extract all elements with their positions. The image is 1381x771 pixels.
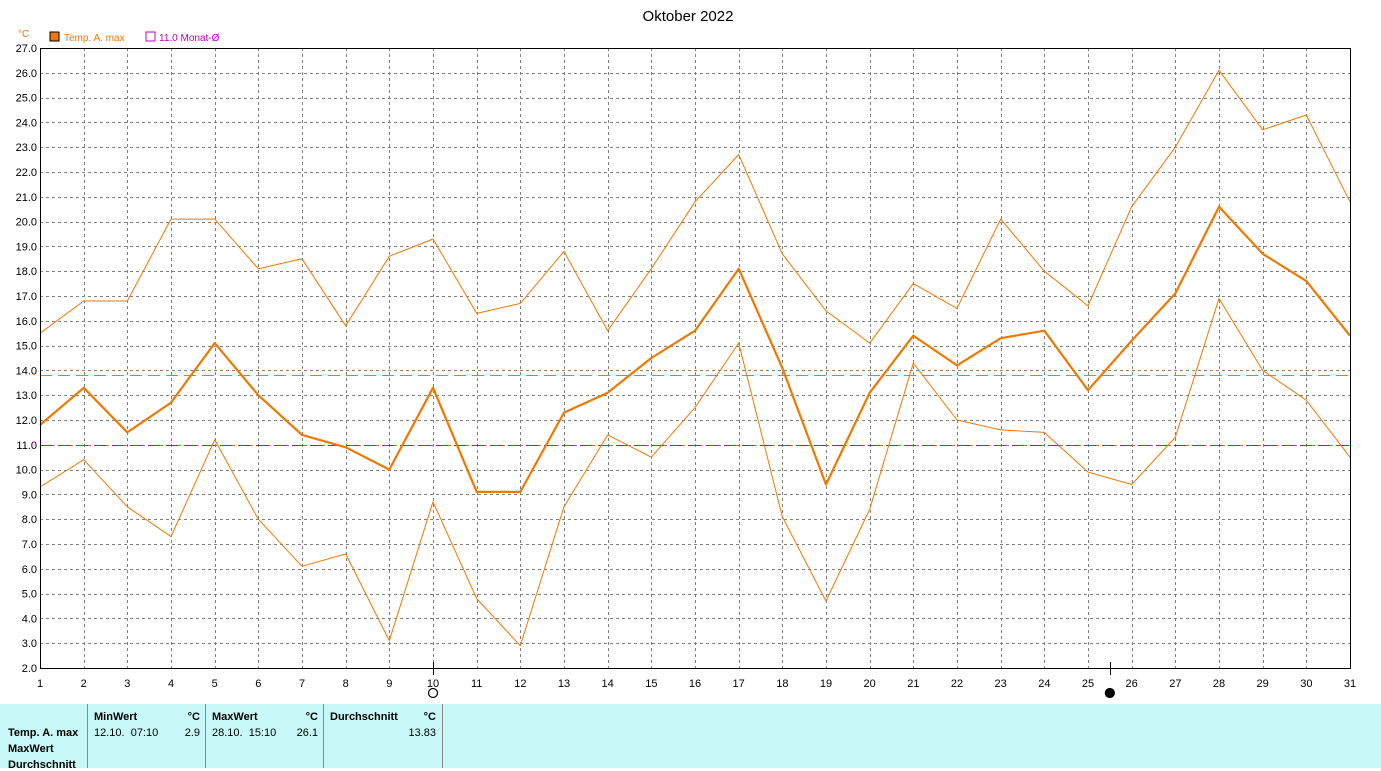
durchschnitt-unit: °C (423, 711, 436, 723)
x-tick-label: 8 (343, 678, 349, 690)
x-tick-label: 18 (776, 678, 788, 690)
y-tick-label: 6.0 (22, 564, 37, 576)
x-tick-label: 5 (212, 678, 218, 690)
x-tick-label: 7 (299, 678, 305, 690)
legend-marker-open-square (145, 31, 156, 42)
y-tick-label: 3.0 (22, 638, 37, 650)
minwert-column: MinWert °C 12.10. 07:10 2.9 (87, 704, 206, 768)
y-tick-label: 2.0 (22, 663, 37, 675)
minwert-value: 2.9 (184, 727, 200, 739)
row-label-temp: Temp. A. max (8, 727, 79, 739)
y-tick-label: 8.0 (22, 514, 37, 526)
x-tick-label: 24 (1038, 678, 1050, 690)
y-tick-label: 11.0 (16, 440, 37, 452)
x-tick-label: 27 (1169, 678, 1181, 690)
y-tick-label: 22.0 (16, 167, 37, 179)
y-tick-label: 5.0 (22, 589, 37, 601)
x-tick-label: 25 (1082, 678, 1094, 690)
x-tick-label: 15 (645, 678, 657, 690)
chart-legend: Temp. A. max 11.0 Monat-Ø (49, 31, 220, 44)
legend-label: 11.0 Monat-Ø (159, 33, 220, 44)
maxwert-unit: °C (305, 711, 318, 723)
x-tick-label: 29 (1257, 678, 1269, 690)
y-tick-label: 13.0 (16, 390, 37, 402)
x-tick-label: 16 (689, 678, 701, 690)
durchschnitt-header: Durchschnitt (330, 711, 398, 723)
x-tick-label: 30 (1300, 678, 1312, 690)
x-tick-label: 21 (907, 678, 919, 690)
y-tick-label: 12.0 (16, 415, 37, 427)
x-tick-label: 20 (864, 678, 876, 690)
series-line-lower (39, 298, 1351, 647)
x-tick-label: 11 (471, 678, 482, 690)
y-tick-label: 10.0 (16, 465, 37, 477)
x-tick-label: 23 (995, 678, 1007, 690)
series-line-upper (39, 69, 1351, 344)
y-tick-label: 20.0 (16, 217, 37, 229)
y-tick-label: 27.0 (16, 43, 37, 55)
y-tick-label: 16.0 (16, 316, 37, 328)
durchschnitt-value: 13.83 (408, 727, 436, 739)
chart-grid (40, 48, 1351, 669)
chart-series (39, 69, 1351, 647)
row-label-durchschnitt: Durchschnitt (8, 759, 76, 771)
y-tick-label: 9.0 (22, 489, 37, 501)
x-tick-label: 26 (1126, 678, 1138, 690)
minwert-header: MinWert (94, 711, 138, 723)
chart-title: Oktober 2022 (643, 8, 734, 25)
y-tick-label: 26.0 (16, 68, 37, 80)
x-tick-label: 2 (81, 678, 87, 690)
statistics-table: Temp. A. max MaxWert Durchschnitt MinWer… (0, 704, 1381, 771)
reference-lines (40, 375, 1350, 446)
y-tick-label: 24.0 (16, 117, 37, 129)
x-tick-label: 3 (124, 678, 130, 690)
legend-marker-filled-square (49, 31, 60, 42)
y-tick-label: 19.0 (16, 241, 37, 253)
series-line-mean (39, 205, 1351, 493)
moon-phase-markers (427, 662, 1115, 699)
x-tick-label: 4 (168, 678, 174, 690)
temperature-chart: Oktober 2022 °C Temp. A. max 11.0 Monat-Ø… (16, 8, 1357, 699)
y-tick-label: 23.0 (16, 142, 37, 154)
x-tick-label: 28 (1213, 678, 1225, 690)
chart-axes: 2.0 3.0 4.0 5.0 6.0 7.0 8.0 9.0 10.0 11.0 12.0 13.0… (16, 43, 1357, 690)
maxwert-timestamp: 28.10. 15:10 (212, 727, 277, 739)
maxwert-value: 26.1 (296, 727, 318, 739)
legend-label: Temp. A. max (64, 33, 125, 44)
full-moon-icon (427, 687, 439, 699)
y-tick-label: 14.0 (16, 365, 37, 377)
maxwert-column: MaxWert °C 28.10. 15:10 26.1 (205, 704, 324, 768)
x-tick-label: 6 (255, 678, 261, 690)
y-tick-label: 25.0 (16, 93, 37, 105)
y-tick-label: 7.0 (22, 539, 37, 551)
plot-frame (40, 48, 1351, 669)
row-label-maxwert: MaxWert (8, 743, 54, 755)
x-tick-label: 22 (951, 678, 963, 690)
x-tick-label: 9 (386, 678, 392, 690)
y-tick-label: 17.0 (16, 291, 37, 303)
x-tick-label: 1 (37, 678, 43, 690)
y-tick-label: 18.0 (16, 266, 37, 278)
x-tick-label: 31 (1344, 678, 1356, 690)
y-axis-unit: °C (18, 29, 29, 40)
y-tick-label: 21.0 (16, 192, 37, 204)
x-tick-label: 13 (558, 678, 570, 690)
durchschnitt-column: Durchschnitt °C 13.83 (323, 704, 443, 768)
y-tick-label: 15.0 (16, 341, 37, 353)
new-moon-icon (1104, 687, 1115, 699)
x-tick-label: 10 (427, 678, 439, 690)
x-tick-label: 12 (514, 678, 526, 690)
x-tick-label: 17 (733, 678, 745, 690)
x-tick-label: 14 (602, 678, 614, 690)
maxwert-header: MaxWert (212, 711, 258, 723)
minwert-unit: °C (187, 711, 200, 723)
y-tick-label: 4.0 (22, 613, 37, 625)
x-tick-label: 19 (820, 678, 832, 690)
minwert-timestamp: 12.10. 07:10 (94, 727, 159, 739)
